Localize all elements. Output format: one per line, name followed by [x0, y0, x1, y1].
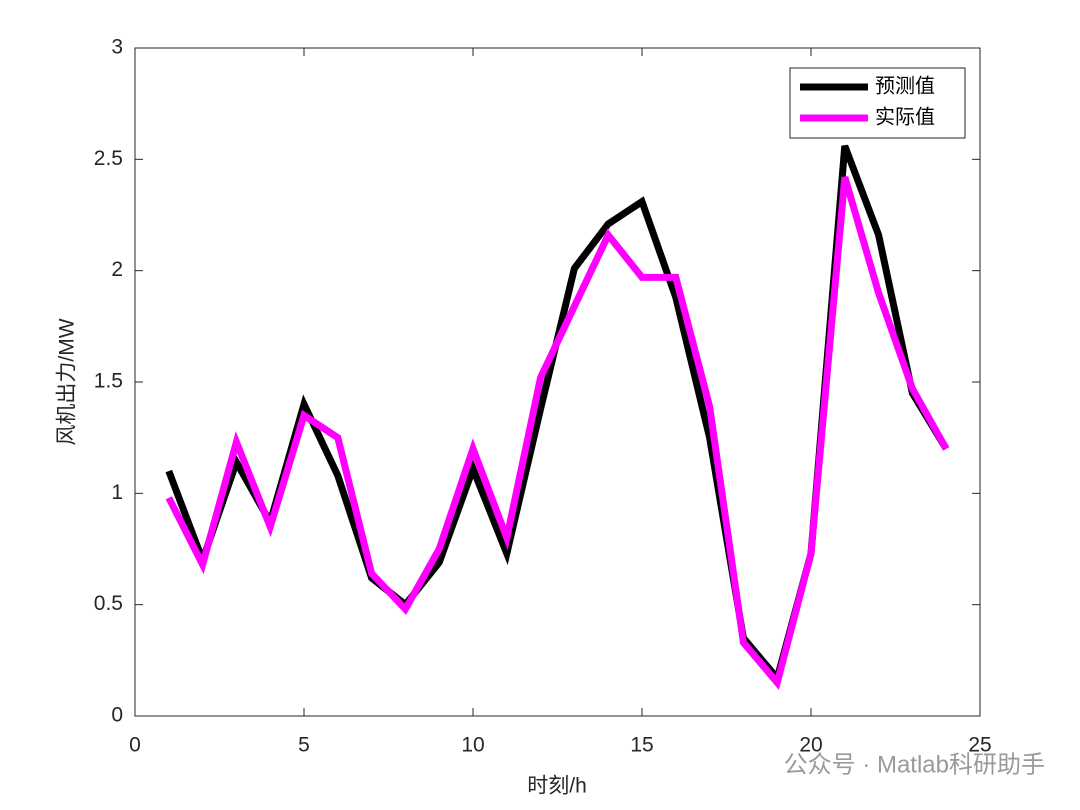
- x-tick-label: 15: [630, 734, 653, 757]
- data-line: [165, 176, 950, 691]
- y-tick-label: 1.5: [94, 370, 123, 393]
- legend-label: 实际值: [875, 105, 935, 128]
- y-tick-label: 2: [111, 258, 123, 281]
- y-tick-label: 2.5: [94, 147, 123, 170]
- y-axis-label: 风机出力/MW: [56, 318, 79, 445]
- y-tick-label: 1: [111, 481, 123, 504]
- legend-box: [789, 67, 966, 139]
- x-tick-label: 0: [129, 734, 141, 757]
- x-tick-label: 5: [298, 734, 310, 757]
- legend-label: 预测值: [875, 74, 935, 97]
- y-tick-label: 0: [111, 704, 123, 727]
- x-axis-label: 时刻/h: [527, 775, 587, 798]
- y-tick-label: 3: [111, 36, 123, 59]
- x-tick-label: 20: [799, 734, 822, 757]
- watermark: 公众号 · Matlab科研助手: [784, 751, 1045, 778]
- x-tick-label: 10: [461, 734, 484, 757]
- plot-area: [134, 47, 981, 717]
- x-tick-label: 25: [968, 734, 991, 757]
- y-tick-label: 0.5: [94, 592, 123, 615]
